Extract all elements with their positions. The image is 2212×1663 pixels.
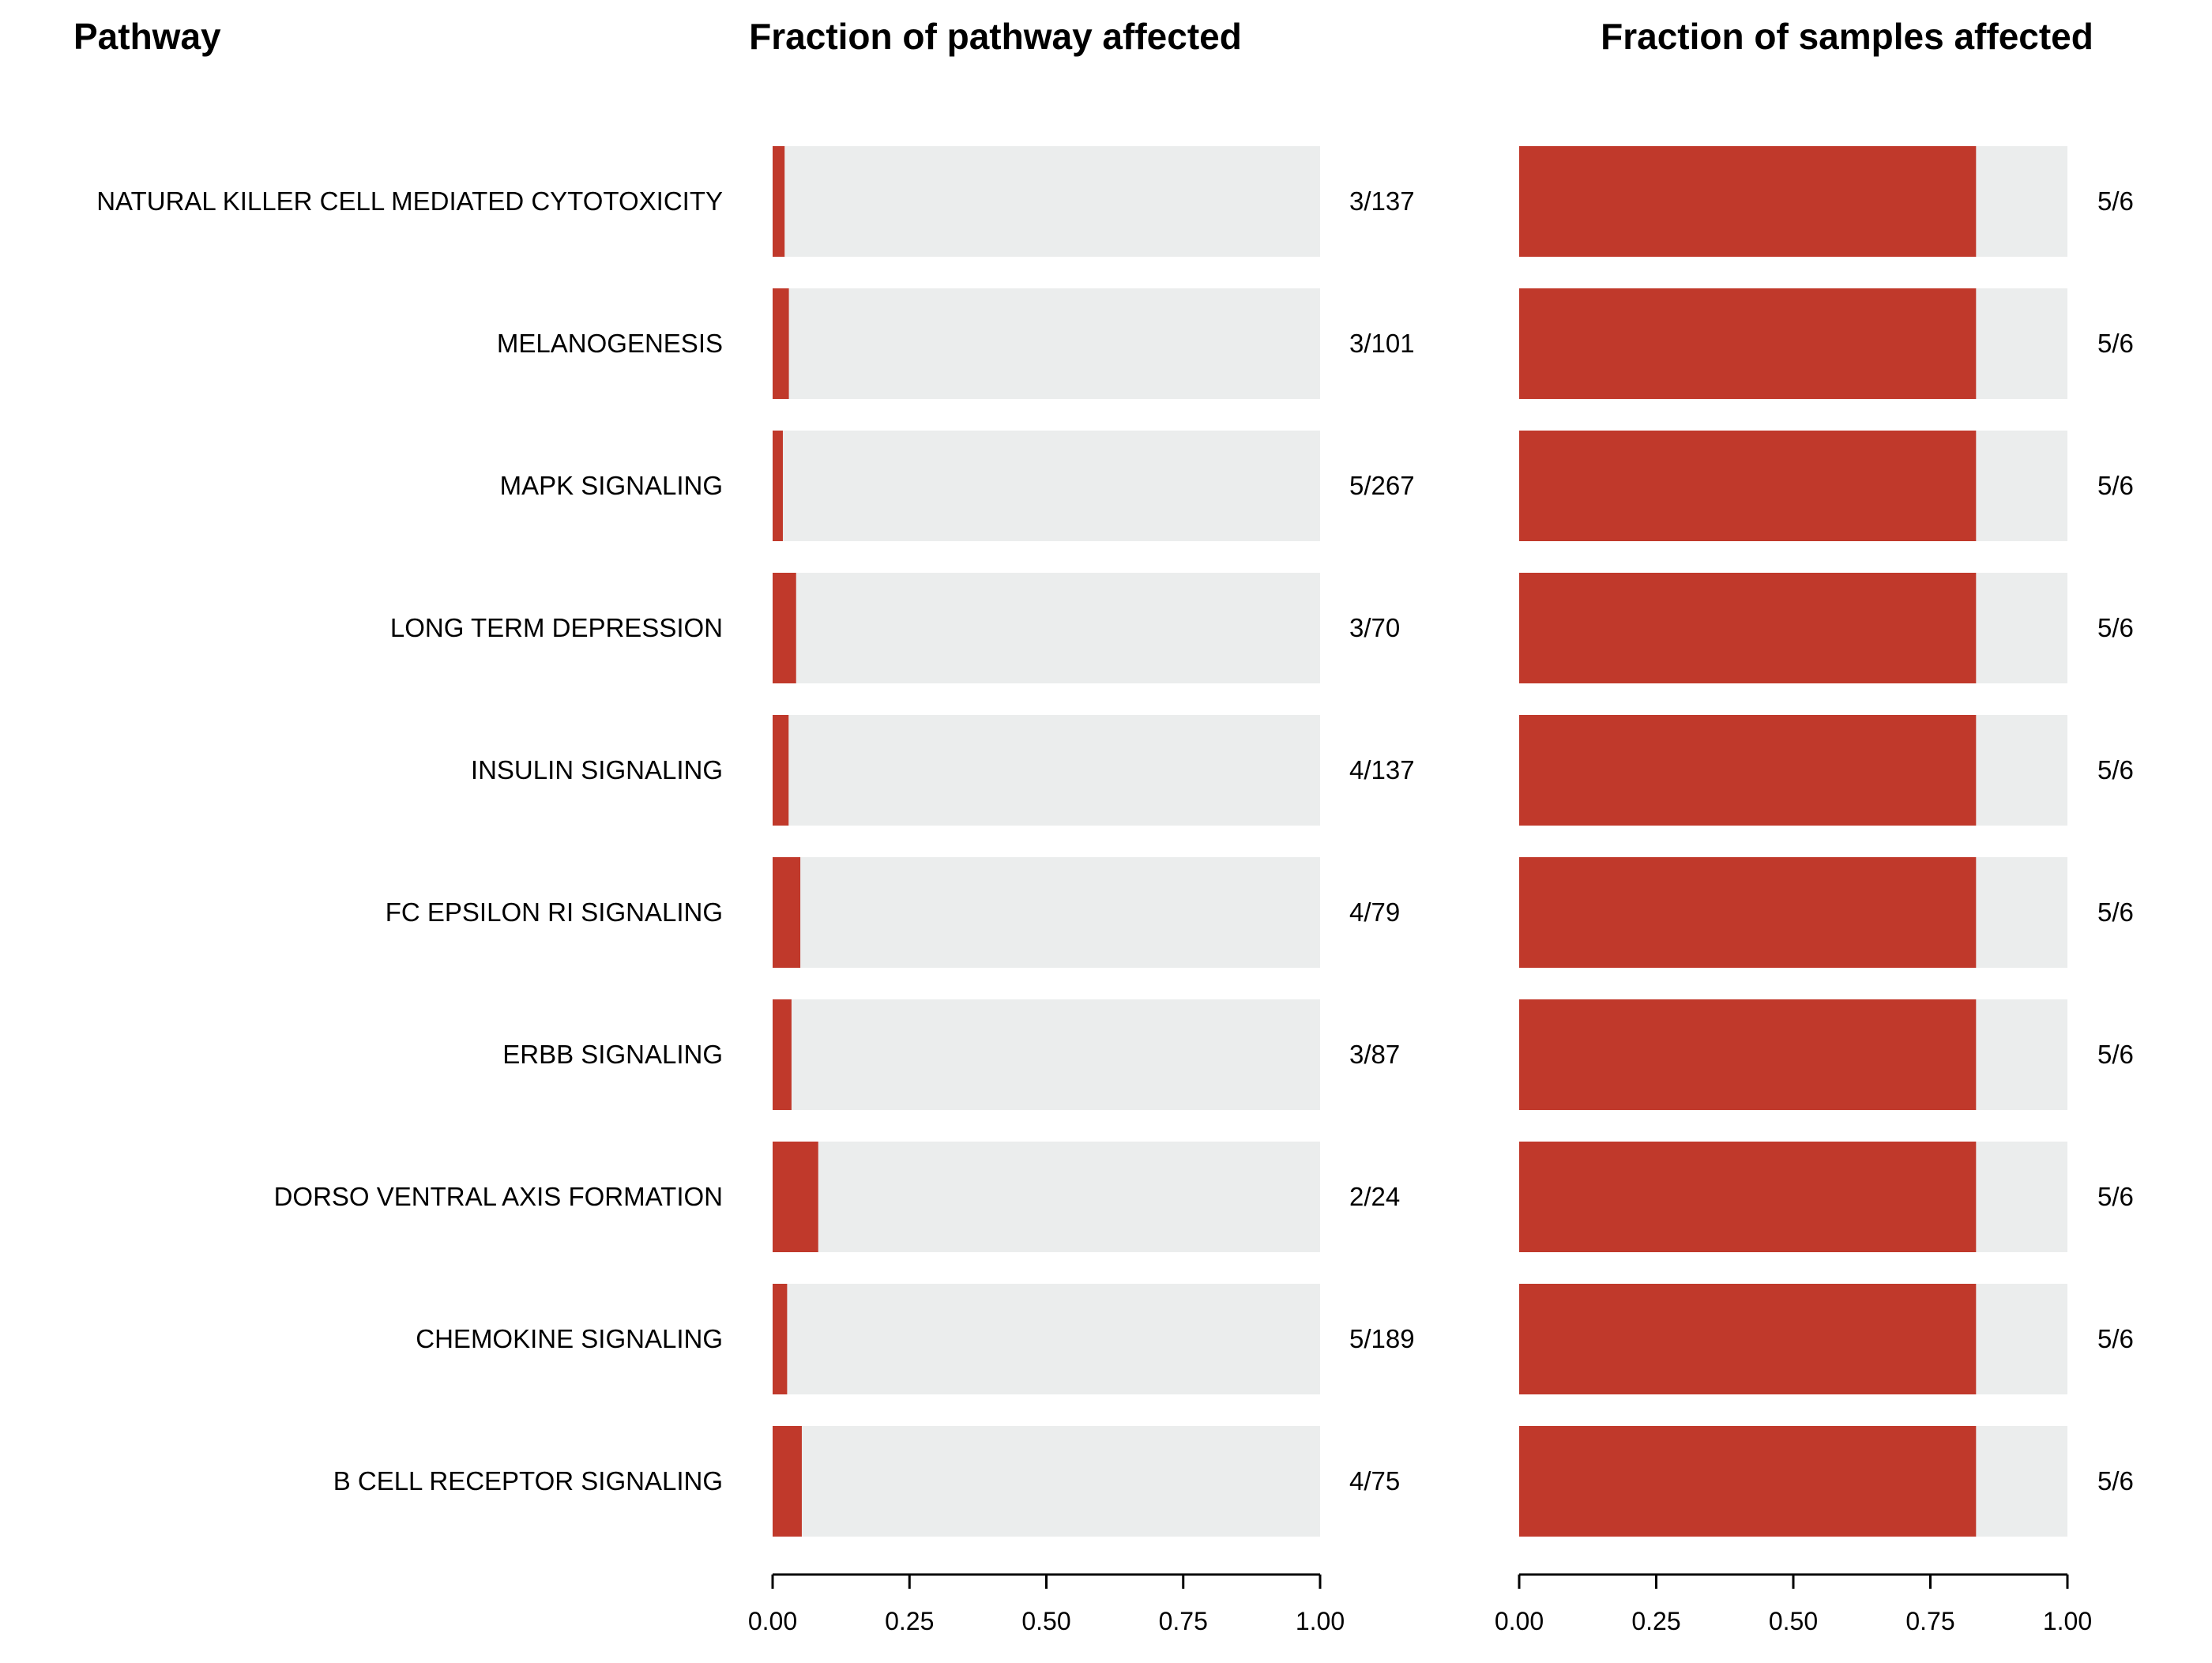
left-count-label: 3/70 bbox=[1349, 613, 1400, 642]
left-value-bar bbox=[773, 715, 789, 826]
right-value-bar bbox=[1519, 1284, 1977, 1394]
right-count-label: 5/6 bbox=[2097, 329, 2134, 358]
right-value-bar bbox=[1519, 857, 1977, 968]
left-count-label: 2/24 bbox=[1349, 1182, 1400, 1211]
right-x-tick-label: 0.00 bbox=[1495, 1607, 1544, 1635]
pathway-header: Pathway bbox=[73, 16, 221, 57]
right-count-label: 5/6 bbox=[2097, 1040, 2134, 1069]
right-value-bar bbox=[1519, 715, 1977, 826]
left-value-bar bbox=[773, 857, 801, 968]
left-x-tick-label: 0.00 bbox=[748, 1607, 797, 1635]
pathway-row: INSULIN SIGNALING 4/137 5/6 bbox=[471, 715, 2134, 826]
right-count-label: 5/6 bbox=[2097, 755, 2134, 784]
left-count-label: 3/87 bbox=[1349, 1040, 1400, 1069]
pathway-label: MAPK SIGNALING bbox=[500, 471, 723, 500]
pathway-label: FC EPSILON RI SIGNALING bbox=[386, 897, 723, 927]
left-count-label: 5/267 bbox=[1349, 471, 1415, 500]
pathway-label: B CELL RECEPTOR SIGNALING bbox=[333, 1466, 723, 1496]
pathway-row: DORSO VENTRAL AXIS FORMATION 2/24 5/6 bbox=[274, 1142, 2134, 1252]
right-count-label: 5/6 bbox=[2097, 613, 2134, 642]
left-value-bar bbox=[773, 431, 783, 541]
pathway-row: LONG TERM DEPRESSION 3/70 5/6 bbox=[390, 573, 2134, 683]
pathway-row: ERBB SIGNALING 3/87 5/6 bbox=[502, 999, 2134, 1110]
left-value-bar bbox=[773, 146, 785, 257]
right-count-label: 5/6 bbox=[2097, 1182, 2134, 1211]
pathway-label: NATURAL KILLER CELL MEDIATED CYTOTOXICIT… bbox=[96, 186, 723, 216]
pathway-label: MELANOGENESIS bbox=[497, 329, 723, 358]
pathway-row: B CELL RECEPTOR SIGNALING 4/75 5/6 bbox=[333, 1426, 2134, 1537]
right-value-bar bbox=[1519, 1142, 1977, 1252]
right-count-label: 5/6 bbox=[2097, 186, 2134, 216]
left-count-label: 4/137 bbox=[1349, 755, 1415, 784]
right-value-bar bbox=[1519, 288, 1977, 399]
pathway-label: LONG TERM DEPRESSION bbox=[390, 613, 723, 642]
left-x-tick-label: 0.25 bbox=[885, 1607, 934, 1635]
left-background-bar bbox=[773, 1142, 1320, 1252]
pathway-label: CHEMOKINE SIGNALING bbox=[416, 1324, 723, 1353]
pathway-row: MELANOGENESIS 3/101 5/6 bbox=[497, 288, 2134, 399]
left-count-label: 3/137 bbox=[1349, 186, 1415, 216]
left-background-bar bbox=[773, 146, 1320, 257]
right-value-bar bbox=[1519, 573, 1977, 683]
pathway-row: CHEMOKINE SIGNALING 5/189 5/6 bbox=[416, 1284, 2134, 1394]
left-count-label: 4/79 bbox=[1349, 897, 1400, 927]
left-background-bar bbox=[773, 857, 1320, 968]
right-value-bar bbox=[1519, 999, 1977, 1110]
right-count-label: 5/6 bbox=[2097, 1466, 2134, 1496]
left-x-tick-label: 0.50 bbox=[1021, 1607, 1070, 1635]
left-background-bar bbox=[773, 999, 1320, 1110]
left-background-bar bbox=[773, 288, 1320, 399]
right-count-label: 5/6 bbox=[2097, 1324, 2134, 1353]
right-value-bar bbox=[1519, 146, 1977, 257]
chart-rows: NATURAL KILLER CELL MEDIATED CYTOTOXICIT… bbox=[96, 146, 2134, 1537]
left-value-bar bbox=[773, 1284, 788, 1394]
pathway-row: NATURAL KILLER CELL MEDIATED CYTOTOXICIT… bbox=[96, 146, 2134, 257]
left-value-bar bbox=[773, 1426, 802, 1537]
pathway-row: MAPK SIGNALING 5/267 5/6 bbox=[500, 431, 2134, 541]
chart-axes: 0.00 0.25 0.50 0.75 1.00 0.00 0.25 0.50 0.75 1.00 bbox=[748, 1573, 2092, 1635]
panel-right-title: Fraction of samples affected bbox=[1601, 16, 2094, 57]
left-x-tick-label: 0.75 bbox=[1159, 1607, 1208, 1635]
pathway-label: INSULIN SIGNALING bbox=[471, 755, 723, 784]
left-background-bar bbox=[773, 573, 1320, 683]
left-count-label: 4/75 bbox=[1349, 1466, 1400, 1496]
left-count-label: 5/189 bbox=[1349, 1324, 1415, 1353]
right-x-tick-label: 0.50 bbox=[1769, 1607, 1818, 1635]
pathway-label: ERBB SIGNALING bbox=[502, 1040, 723, 1069]
right-count-label: 5/6 bbox=[2097, 471, 2134, 500]
left-background-bar bbox=[773, 1426, 1320, 1537]
left-count-label: 3/101 bbox=[1349, 329, 1415, 358]
left-background-bar bbox=[773, 715, 1320, 826]
left-background-bar bbox=[773, 431, 1320, 541]
pathway-row: FC EPSILON RI SIGNALING 4/79 5/6 bbox=[386, 857, 2134, 968]
panel-left-title: Fraction of pathway affected bbox=[749, 16, 1242, 57]
right-x-tick-label: 0.75 bbox=[1905, 1607, 1954, 1635]
left-value-bar bbox=[773, 999, 792, 1110]
right-x-tick-label: 0.25 bbox=[1631, 1607, 1680, 1635]
right-x-tick-label: 1.00 bbox=[2043, 1607, 2092, 1635]
pathway-label: DORSO VENTRAL AXIS FORMATION bbox=[274, 1182, 723, 1211]
left-value-bar bbox=[773, 288, 789, 399]
left-x-tick-label: 1.00 bbox=[1296, 1607, 1345, 1635]
right-value-bar bbox=[1519, 431, 1977, 541]
left-value-bar bbox=[773, 573, 796, 683]
right-value-bar bbox=[1519, 1426, 1977, 1537]
right-count-label: 5/6 bbox=[2097, 897, 2134, 927]
left-value-bar bbox=[773, 1142, 818, 1252]
left-background-bar bbox=[773, 1284, 1320, 1394]
